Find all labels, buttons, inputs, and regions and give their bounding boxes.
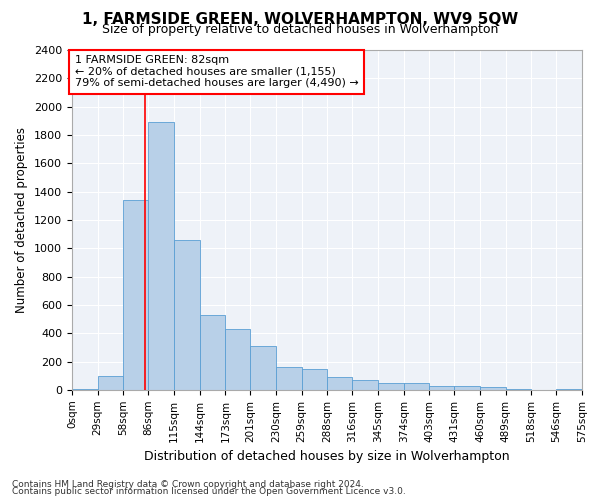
Bar <box>328 376 352 390</box>
Bar <box>148 122 174 390</box>
Bar <box>430 386 454 390</box>
Bar <box>124 200 148 390</box>
Bar <box>404 383 430 390</box>
Bar <box>378 383 404 390</box>
Bar <box>276 366 302 390</box>
Bar <box>98 376 124 390</box>
Bar <box>454 386 480 390</box>
Bar <box>480 387 506 390</box>
Text: Contains HM Land Registry data © Crown copyright and database right 2024.: Contains HM Land Registry data © Crown c… <box>12 480 364 489</box>
X-axis label: Distribution of detached houses by size in Wolverhampton: Distribution of detached houses by size … <box>144 450 510 463</box>
Y-axis label: Number of detached properties: Number of detached properties <box>16 127 28 313</box>
Bar <box>174 240 200 390</box>
Text: Contains public sector information licensed under the Open Government Licence v3: Contains public sector information licen… <box>12 487 406 496</box>
Bar <box>250 346 276 390</box>
Text: 1, FARMSIDE GREEN, WOLVERHAMPTON, WV9 5QW: 1, FARMSIDE GREEN, WOLVERHAMPTON, WV9 5Q… <box>82 12 518 28</box>
Text: Size of property relative to detached houses in Wolverhampton: Size of property relative to detached ho… <box>102 22 498 36</box>
Bar <box>200 315 226 390</box>
Bar <box>506 388 532 390</box>
Bar <box>226 329 250 390</box>
Bar <box>302 369 328 390</box>
Text: 1 FARMSIDE GREEN: 82sqm
← 20% of detached houses are smaller (1,155)
79% of semi: 1 FARMSIDE GREEN: 82sqm ← 20% of detache… <box>74 55 358 88</box>
Bar <box>352 380 378 390</box>
